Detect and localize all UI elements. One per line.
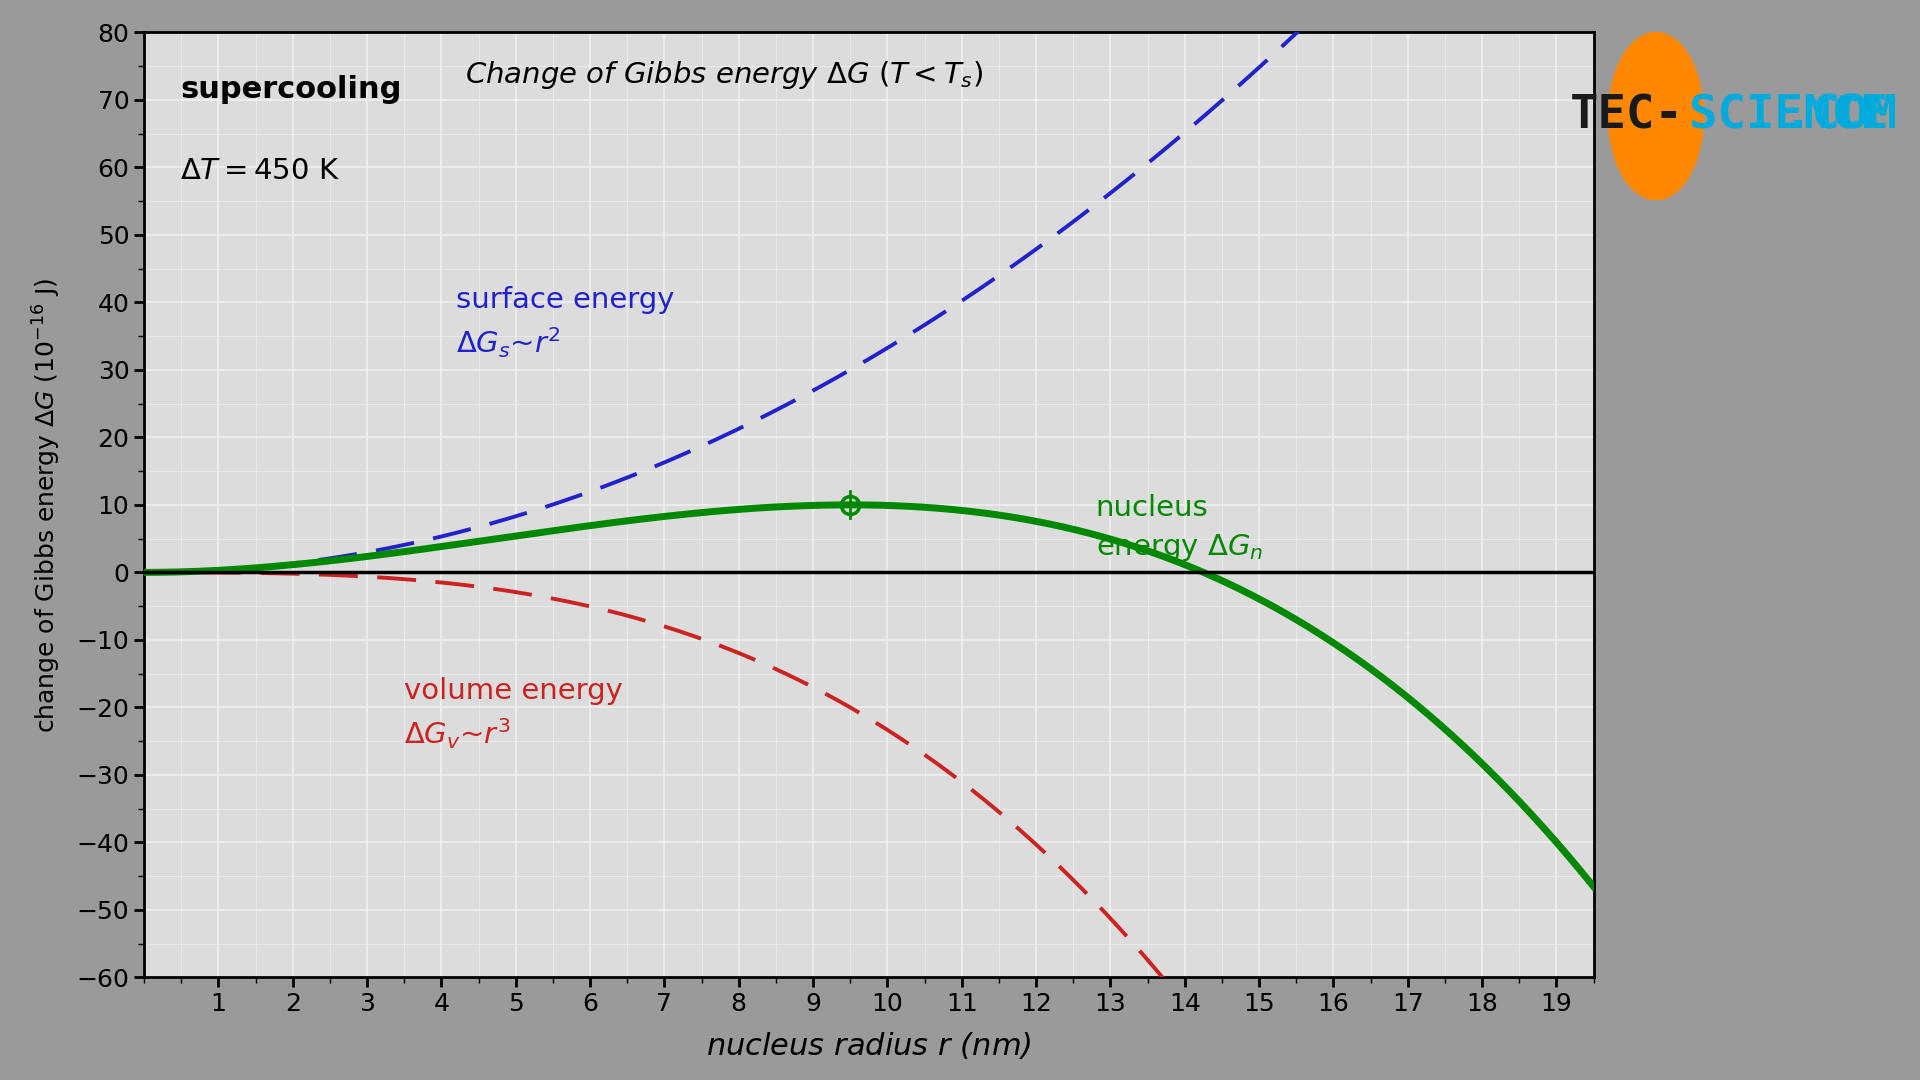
Text: nucleus
energy $\Delta G_n$: nucleus energy $\Delta G_n$ <box>1096 495 1263 563</box>
Ellipse shape <box>1609 32 1703 200</box>
X-axis label: nucleus radius $r$ (nm): nucleus radius $r$ (nm) <box>707 1030 1031 1061</box>
Text: surface energy
$\Delta G_s$~$r^2$: surface energy $\Delta G_s$~$r^2$ <box>457 286 674 360</box>
Text: .COM: .COM <box>1784 94 1897 138</box>
Text: Change of Gibbs energy $\Delta G$ $(T < T_s)$: Change of Gibbs energy $\Delta G$ $(T < … <box>465 59 983 91</box>
Text: $\Delta T = 450$ K: $\Delta T = 450$ K <box>180 158 340 185</box>
Text: supercooling: supercooling <box>180 75 401 104</box>
Text: volume energy
$\Delta G_v$~$r^3$: volume energy $\Delta G_v$~$r^3$ <box>405 677 624 751</box>
Text: SCIENCE: SCIENCE <box>1690 94 1887 138</box>
Y-axis label: change of Gibbs energy $\Delta G$ $(10^{-16}$ J): change of Gibbs energy $\Delta G$ $(10^{… <box>31 278 63 732</box>
Text: TEC-: TEC- <box>1571 94 1684 138</box>
